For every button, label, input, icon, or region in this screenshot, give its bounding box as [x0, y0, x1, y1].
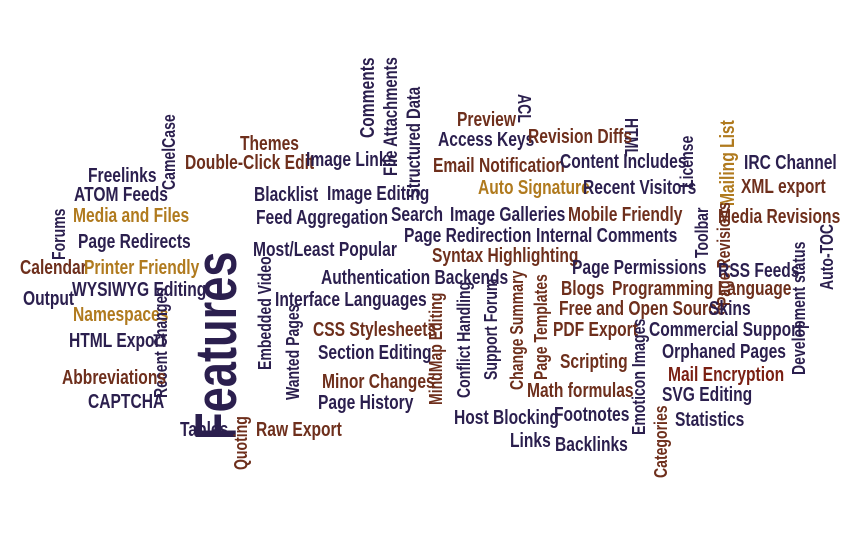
word-syntax-highlighting: Syntax Highlighting [432, 245, 579, 267]
word-calendar: Calendar [20, 257, 87, 279]
word-html-export: HTML Export [69, 330, 166, 352]
word-rss-feeds: RSS Feeds [718, 260, 800, 282]
word-page-redirection: Page Redirection [404, 225, 532, 247]
word-development-status: Development status [789, 241, 809, 375]
word-namespaces: Namespaces [73, 304, 169, 326]
word-svg-editing: SVG Editing [662, 384, 753, 406]
word-scripting: Scripting [560, 351, 628, 373]
word-auto-signature: Auto Signature [478, 177, 590, 199]
word-themes: Themes [240, 133, 299, 155]
word-categories: Categories [651, 405, 671, 478]
word-minor-changes: Minor Changes [322, 371, 435, 393]
word-page-history: Page History [318, 392, 414, 414]
word-free-and-open-source: Free and Open Source [559, 298, 726, 320]
word-mobile-friendly: Mobile Friendly [568, 204, 683, 226]
word-conflict-handling: Conflict Handling [454, 281, 474, 398]
word-links: Links [510, 430, 551, 452]
word-recent-visitors: Recent Visitors [583, 177, 697, 199]
word-image-galleries: Image Galleries [450, 204, 566, 226]
word-access-keys: Access Keys [438, 129, 535, 151]
word-xml-export: XML export [741, 176, 826, 198]
word-most-least-popular: Most/Least Popular [253, 239, 397, 261]
word-media-and-files: Media and Files [73, 205, 190, 227]
word-footnotes: Footnotes [554, 404, 630, 426]
word-statistics: Statistics [675, 409, 745, 431]
word-media-revisions: Media Revisions [718, 206, 841, 228]
word-quoting: Quoting [231, 416, 251, 470]
word-backlinks: Backlinks [555, 434, 628, 456]
word-page-permissions: Page Permissions [572, 257, 707, 279]
word-structured-data: Structured Data [404, 86, 425, 198]
word-email-notification: Email Notification [433, 155, 565, 177]
word-abbreviations: Abbreviations [62, 367, 167, 389]
word-search: Search [391, 204, 444, 226]
word-acl: ACL [514, 94, 534, 123]
word-captcha: CAPTCHA [88, 391, 165, 413]
word-blogs: Blogs [561, 278, 605, 300]
word-raw-export: Raw Export [256, 419, 342, 441]
word-embedded-video: Embedded Video [255, 256, 275, 370]
word-tables: Tables [180, 419, 229, 441]
word-forums: Forums [49, 208, 69, 260]
word-comments: Comments [357, 57, 379, 138]
word-wysiwyg-editing: WYSIWYG Editing [72, 279, 207, 301]
word-image-links: Image Links [306, 149, 397, 171]
word-programming-language: Programming Language [612, 278, 792, 300]
word-atom-feeds: ATOM Feeds [74, 184, 168, 206]
word-mailing-list: Mailing List [717, 120, 739, 206]
word-internal-comments: Internal Comments [536, 225, 678, 247]
word-math-formulas: Math formulas [527, 380, 634, 402]
word-orphaned-pages: Orphaned Pages [662, 341, 786, 363]
word-double-click-edit: Double-Click Edit [185, 152, 315, 174]
word-host-blocking: Host Blocking [454, 407, 559, 429]
word-page-redirects: Page Redirects [78, 231, 191, 253]
word-skins: Skins [709, 298, 751, 320]
word-freelinks: Freelinks [88, 165, 157, 187]
word-css-stylesheets: CSS Stylesheets [313, 319, 437, 341]
word-toolbar: Toolbar [692, 207, 712, 258]
word-blacklist: Blacklist [254, 184, 319, 206]
word-section-editing: Section Editing [318, 342, 432, 364]
word-content-includes: Content Includes [560, 151, 687, 173]
word-mail-encryption: Mail Encryption [668, 364, 785, 386]
word-auto-toc: Auto-TOC [817, 223, 837, 290]
word-feed-aggregation: Feed Aggregation [256, 207, 389, 229]
word-authentication-backends: Authentication Backends [321, 267, 509, 289]
word-image-editing: Image Editing [327, 183, 430, 205]
word-change-summary: Change Summary [507, 270, 527, 390]
word-camelcase: CamelCase [159, 114, 179, 190]
word-emoticon-images: Emoticon Images [629, 318, 649, 435]
word-commercial-support: Commercial Support [649, 319, 803, 341]
word-support-forum: Support Forum [481, 278, 501, 380]
word-printer-friendly: Printer Friendly [84, 257, 200, 279]
word-output: Output [23, 288, 75, 310]
word-preview: Preview [457, 109, 516, 131]
word-page-templates: Page Templates [531, 274, 551, 380]
word-interface-languages: Interface Languages [275, 289, 427, 311]
word-irc-channel: IRC Channel [744, 152, 837, 174]
word-pdf-export: PDF Export [553, 319, 638, 341]
word-revision-diffs: Revision Diffs [528, 126, 633, 148]
word-wanted-pages: Wanted Pages [283, 304, 303, 400]
